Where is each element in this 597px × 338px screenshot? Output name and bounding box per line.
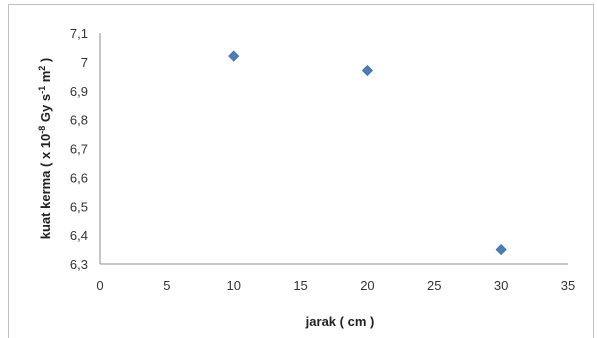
x-tick-label: 5: [163, 278, 170, 293]
x-tick-label: 25: [427, 278, 441, 293]
data-points: [228, 50, 507, 256]
chart-frame: [8, 4, 594, 338]
y-tick-label: 6,7: [70, 142, 88, 157]
y-axis-title: kuat kerma ( x 10-8 Gy s-1 m2 ): [37, 58, 53, 239]
y-tick-label: 7,1: [70, 26, 88, 41]
y-tick-label: 6,3: [70, 257, 88, 272]
y-tick-label: 6,8: [70, 113, 88, 128]
y-tick-label: 6,5: [70, 199, 88, 214]
x-tick-label: 35: [561, 278, 575, 293]
y-tick-label: 7: [81, 55, 88, 70]
x-tick-label: 20: [360, 278, 374, 293]
x-tick-label: 15: [293, 278, 307, 293]
y-tick-label: 6,4: [70, 228, 88, 243]
data-point: [361, 64, 373, 77]
y-axis-title-main: kuat kerma ( x 10: [38, 134, 53, 240]
x-tick-label: 0: [96, 278, 103, 293]
x-tick-label: 10: [226, 278, 240, 293]
y-axis-title-end: ): [38, 58, 53, 66]
y-axis-title-mid1: Gy s: [38, 94, 53, 126]
y-axis-title-exp1: -8: [37, 126, 47, 134]
y-tick-label: 6,9: [70, 84, 88, 99]
y-tick-label: 6,6: [70, 170, 88, 185]
y-axis-title-mid2: m: [38, 71, 53, 86]
x-axis-title: jarak ( cm ): [305, 314, 375, 329]
y-axis-title-exp3: 2: [37, 66, 47, 71]
x-tick-label: 30: [494, 278, 508, 293]
y-tick-labels: 6,3 6,4 6,5 6,6 6,7 6,8 6,9 7 7,1: [70, 26, 88, 272]
x-tick-labels: 0 5 10 15 20 25 30 35: [96, 278, 575, 293]
data-point: [228, 50, 240, 62]
data-point: [495, 243, 507, 256]
y-axis-title-exp2: -1: [37, 86, 47, 94]
